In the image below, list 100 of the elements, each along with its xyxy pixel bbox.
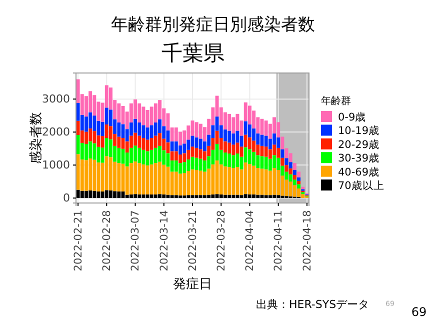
bar [146,165,150,194]
x-tick-label: 2022-04-11 [272,210,285,272]
bar [84,132,88,144]
bar [248,106,252,124]
bar [134,161,138,194]
bar [92,131,96,144]
bar [174,141,178,152]
y-tick-label: 0 [63,192,70,205]
bar [228,167,232,195]
bar [113,191,117,198]
bar [104,190,108,198]
bar [228,130,232,143]
bar [92,190,96,198]
bar [150,150,154,164]
bar [138,163,142,194]
bar [297,188,301,198]
legend-label: 40-69歳 [338,165,380,178]
bar [138,194,142,198]
bar [252,128,256,141]
bar [284,158,288,166]
bar [129,148,133,164]
bar [129,194,133,198]
bar [223,166,227,195]
bar [288,168,292,174]
bar [232,194,236,198]
bar [236,167,240,195]
bar [264,169,268,196]
bar [154,136,158,148]
bar [88,128,92,142]
bar [158,162,162,194]
bar [146,151,150,166]
bar [154,122,158,136]
x-tick-label: 2022-03-21 [186,210,199,272]
legend-label: 30-39歳 [338,152,380,165]
bar [252,140,256,152]
bar [228,194,232,198]
bar [117,136,121,148]
bar [244,162,248,194]
bar [280,149,284,158]
bar [84,144,88,160]
bar [117,148,121,164]
bar [84,116,88,132]
bar [297,177,301,181]
bar [264,120,268,136]
bar [146,140,150,152]
bar [203,172,206,196]
bar [84,160,88,191]
bar [223,152,227,166]
bar [129,163,133,194]
bar [142,194,146,198]
bar [264,156,268,170]
bar [182,195,186,198]
bar [215,194,219,198]
bar [182,144,186,154]
bar [288,182,292,196]
bar [186,150,190,160]
bar [292,170,296,175]
x-tick-label: 2022-03-28 [215,210,228,272]
x-tick-label: 2022-04-18 [301,210,314,272]
text: 69 [411,305,427,319]
bar [158,194,162,198]
bar [138,148,142,164]
source-note: 出典：HER-SYSデータ [256,298,370,311]
bar [194,158,198,170]
x-tick-label: 2022-02-21 [72,210,84,272]
bar [178,145,182,154]
bar [162,194,166,198]
bar [252,166,256,194]
legend-label: 0-9歳 [338,110,366,124]
bar [142,125,146,138]
bar [178,154,182,164]
bar [272,155,276,168]
bar [228,154,232,168]
bar [198,138,202,150]
bar [88,158,92,190]
chart-subtitle: 千葉県 [162,41,224,65]
bar [236,130,240,143]
bar [134,118,138,133]
bar [248,194,252,198]
bar [92,143,96,160]
bar [292,174,296,180]
bar [134,132,138,146]
legend-label: 70歳以上 [338,179,384,192]
bar [92,116,96,132]
bar [272,194,276,198]
bar [223,141,227,153]
bar [170,195,174,198]
bar [272,168,276,195]
bar [264,146,268,157]
bar [146,194,150,198]
bar [178,195,182,198]
bar [174,151,178,160]
bar [154,148,158,164]
bar [236,142,240,154]
bar [203,160,206,172]
bar [182,172,186,196]
y-tick-label: 1000 [42,158,70,172]
bar [88,141,92,158]
bar [256,168,260,195]
bar [166,194,170,198]
